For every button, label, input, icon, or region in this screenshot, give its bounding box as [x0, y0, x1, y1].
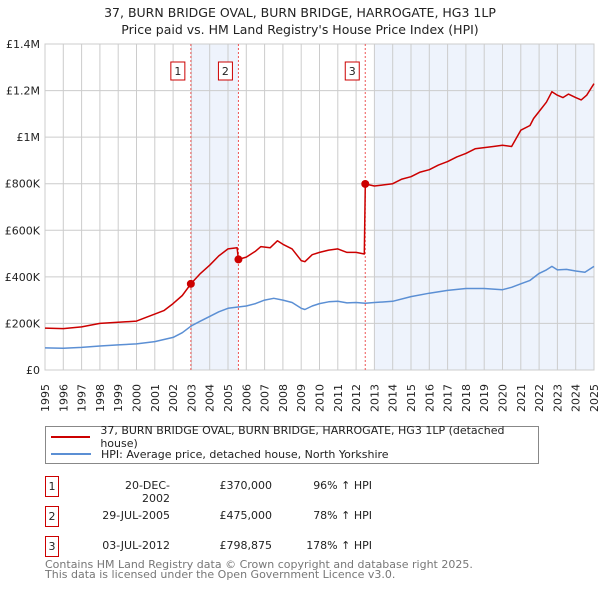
x-tick-label: 2023: [551, 384, 564, 412]
sale-date: 20-DEC-2002: [124, 479, 170, 505]
sale-price: £798,875: [219, 539, 273, 552]
plot-frame: [44, 43, 595, 371]
sale-row: 2 29-JUL-2005 £475,000 78% ↑ HPI: [45, 506, 565, 527]
x-tick-label: 2015: [405, 384, 418, 412]
x-tick-label: 2013: [368, 384, 381, 412]
sale-point: [361, 179, 370, 188]
x-tick-label: 1996: [57, 384, 70, 412]
chart-title: 37, BURN BRIDGE OVAL, BURN BRIDGE, HARRO…: [104, 5, 496, 20]
x-tick-label: 1998: [94, 384, 107, 412]
x-tick-label: 2024: [570, 384, 583, 412]
y-tick-label: £200K: [5, 317, 41, 330]
y-tick-label: £400K: [5, 271, 41, 284]
sale-marker-label: 3: [349, 65, 356, 78]
sale-price: £370,000: [219, 479, 273, 492]
x-tick-label: 1995: [39, 384, 52, 412]
sale-marker-badge: [344, 61, 360, 81]
x-tick-label: 2008: [277, 384, 290, 412]
legend-swatch-hpi: [51, 453, 91, 455]
legend-label-property: 37, BURN BRIDGE OVAL, BURN BRIDGE, HARRO…: [100, 424, 505, 450]
sale-marker-label: 1: [174, 65, 181, 78]
y-tick-label: £600K: [5, 224, 41, 237]
x-tick-label: 2019: [478, 384, 491, 412]
x-tick-label: 2012: [350, 384, 363, 412]
x-tick-label: 2006: [240, 384, 253, 412]
series-line-hpi: [44, 265, 595, 350]
chart-subtitle: Price paid vs. HM Land Registry's House …: [121, 22, 479, 37]
x-tick-label: 2005: [222, 384, 235, 412]
x-tick-label: 2009: [295, 384, 308, 412]
sale-marker-label: 2: [222, 65, 229, 78]
legend: 37, BURN BRIDGE OVAL, BURN BRIDGE, HARRO…: [45, 424, 539, 464]
y-tick-label: £1.4M: [6, 38, 40, 51]
x-tick-label: 2000: [131, 384, 144, 412]
y-tick-label: £1.2M: [6, 85, 40, 98]
price-chart: 1995 1996 1997 1998 1999 2000 2001 2002 2003 2004…: [5, 38, 600, 412]
x-tick-label: 2021: [515, 384, 528, 412]
sale-badge: 2: [45, 506, 59, 527]
sale-hpi-diff: 178% ↑ HPI: [306, 539, 372, 552]
footer-copyright: Contains HM Land Registry data © Crown c…: [45, 558, 473, 571]
sale-price: £475,000: [219, 509, 273, 522]
x-tick-label: 2007: [259, 384, 272, 412]
x-tick-label: 2016: [423, 384, 436, 412]
sale-row: 3 03-JUL-2012 £798,875 178% ↑ HPI: [45, 536, 565, 557]
sale-hpi-diff: 96% ↑ HPI: [313, 479, 372, 492]
x-tick-label: 2004: [204, 384, 217, 412]
sale-point: [234, 255, 243, 264]
x-tick-label: 2020: [497, 384, 510, 412]
sale-point: [186, 279, 195, 288]
x-tick-label: 2010: [314, 384, 327, 412]
sale-date: 03-JUL-2012: [102, 539, 170, 552]
x-tick-label: 2002: [167, 384, 180, 412]
x-tick-label: 2011: [332, 384, 345, 412]
series-line-property: [44, 83, 595, 330]
legend-label-hpi: HPI: Average price, detached house, Nort…: [101, 447, 389, 461]
sale-date: 29-JUL-2005: [102, 509, 170, 522]
x-tick-label: 2017: [442, 384, 455, 412]
legend-item-property: 37, BURN BRIDGE OVAL, BURN BRIDGE, HARRO…: [46, 424, 538, 450]
footer: Contains HM Land Registry data © Crown c…: [45, 558, 473, 581]
x-tick-label: 2003: [185, 384, 198, 412]
footer-licence: This data is licensed under the Open Gov…: [45, 568, 396, 581]
sale-hpi-diff: 78% ↑ HPI: [313, 509, 372, 522]
shaded-period: [190, 44, 239, 370]
sale-marker-badge: [170, 61, 186, 81]
x-tick-label: 1997: [76, 384, 89, 412]
legend-item-hpi: HPI: Average price, detached house, Nort…: [46, 446, 389, 462]
y-tick-label: £0: [26, 364, 40, 377]
x-tick-label: 1999: [112, 384, 125, 412]
sale-row: 1 20-DEC-2002 £370,000 96% ↑ HPI: [45, 476, 565, 505]
x-tick-label: 2018: [460, 384, 473, 412]
x-tick-label: 2001: [149, 384, 162, 412]
x-tick-label: 2022: [533, 384, 546, 412]
legend-swatch-property: [51, 436, 91, 438]
x-tick-label: 2014: [387, 384, 400, 412]
sale-badge: 3: [45, 536, 59, 557]
sale-badge: 1: [45, 476, 59, 497]
y-tick-label: £1M: [17, 131, 41, 144]
y-tick-label: £800K: [5, 178, 41, 191]
x-tick-label: 2025: [588, 384, 600, 412]
sale-marker-badge: [217, 61, 233, 81]
